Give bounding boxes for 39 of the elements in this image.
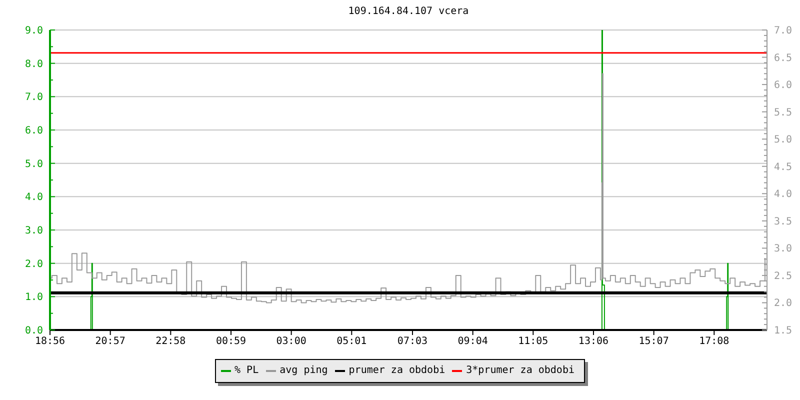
chart-title: 109.164.84.107 vcera	[347, 6, 470, 18]
y-tick-label: 1.0	[24, 292, 43, 304]
y2-tick-label: 4.0	[774, 189, 792, 200]
x-tick-label: 09:04	[458, 336, 488, 348]
x-tick-label: 11:05	[518, 336, 548, 348]
x-tick-label: 07:03	[397, 336, 428, 348]
x-tick-label: 00:59	[216, 336, 246, 348]
y2-tick-label: 2.0	[774, 298, 792, 310]
y-tick-label: 9.0	[24, 26, 43, 36]
x-tick-label: 18:56	[34, 336, 66, 348]
y2-tick-label: 5.0	[774, 134, 792, 146]
y-tick-label: 2.0	[24, 258, 43, 270]
y2-tick-label: 5.5	[774, 107, 792, 118]
y2-tick-label: 3.0	[774, 244, 792, 255]
x-tick-label: 05:01	[336, 336, 367, 348]
y2-tick-label: 2.5	[774, 270, 792, 282]
y-tick-label: 3.0	[24, 226, 43, 236]
y2-tick-label: 3.5	[774, 216, 792, 228]
x-tick-label: 22:58	[156, 336, 186, 348]
x-tick-label: 15:07	[638, 336, 669, 348]
x-tick-label: 13:06	[578, 336, 609, 348]
legend-label: prumer za obdobi	[348, 365, 446, 377]
legend-label: 3*prumer za obdobi	[466, 365, 574, 377]
y-tick-label: 8.0	[24, 58, 43, 70]
x-tick-label: 03:00	[276, 336, 306, 348]
legend-label: % PL	[234, 365, 259, 377]
x-tick-label: 17:08	[699, 336, 730, 348]
x-tick-label: 20:57	[95, 336, 126, 348]
y-tick-label: 4.0	[24, 192, 43, 204]
y2-tick-label: 4.5	[774, 162, 792, 173]
y-tick-label: 7.0	[24, 92, 43, 104]
y-tick-label: 5.0	[24, 158, 43, 170]
y-tick-label: 6.0	[24, 126, 43, 136]
y2-tick-label: 6.0	[774, 80, 792, 92]
legend-label: avg ping	[280, 365, 328, 377]
y2-tick-label: 7.0	[774, 26, 792, 36]
y2-tick-label: 1.5	[774, 326, 792, 336]
y2-tick-label: 6.5	[774, 52, 792, 64]
y-tick-label: 0.0	[24, 326, 43, 336]
